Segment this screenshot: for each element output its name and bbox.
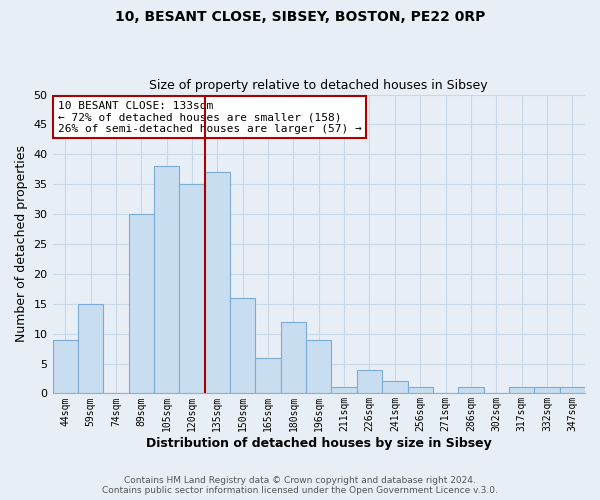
Bar bbox=[458, 388, 484, 394]
Text: 10, BESANT CLOSE, SIBSEY, BOSTON, PE22 0RP: 10, BESANT CLOSE, SIBSEY, BOSTON, PE22 0… bbox=[115, 10, 485, 24]
Bar bbox=[78, 304, 103, 394]
Bar bbox=[382, 382, 407, 394]
Bar bbox=[256, 358, 281, 394]
Bar bbox=[205, 172, 230, 394]
Bar bbox=[509, 388, 534, 394]
Text: 10 BESANT CLOSE: 133sqm
← 72% of detached houses are smaller (158)
26% of semi-d: 10 BESANT CLOSE: 133sqm ← 72% of detache… bbox=[58, 100, 362, 134]
Bar bbox=[230, 298, 256, 394]
Bar bbox=[534, 388, 560, 394]
Bar bbox=[306, 340, 331, 394]
Bar bbox=[560, 388, 585, 394]
Bar bbox=[128, 214, 154, 394]
Bar bbox=[407, 388, 433, 394]
Text: Contains HM Land Registry data © Crown copyright and database right 2024.
Contai: Contains HM Land Registry data © Crown c… bbox=[102, 476, 498, 495]
Bar bbox=[53, 340, 78, 394]
Bar bbox=[357, 370, 382, 394]
Y-axis label: Number of detached properties: Number of detached properties bbox=[15, 146, 28, 342]
Bar bbox=[154, 166, 179, 394]
Title: Size of property relative to detached houses in Sibsey: Size of property relative to detached ho… bbox=[149, 79, 488, 92]
Bar bbox=[179, 184, 205, 394]
Bar bbox=[331, 388, 357, 394]
X-axis label: Distribution of detached houses by size in Sibsey: Distribution of detached houses by size … bbox=[146, 437, 491, 450]
Bar bbox=[281, 322, 306, 394]
